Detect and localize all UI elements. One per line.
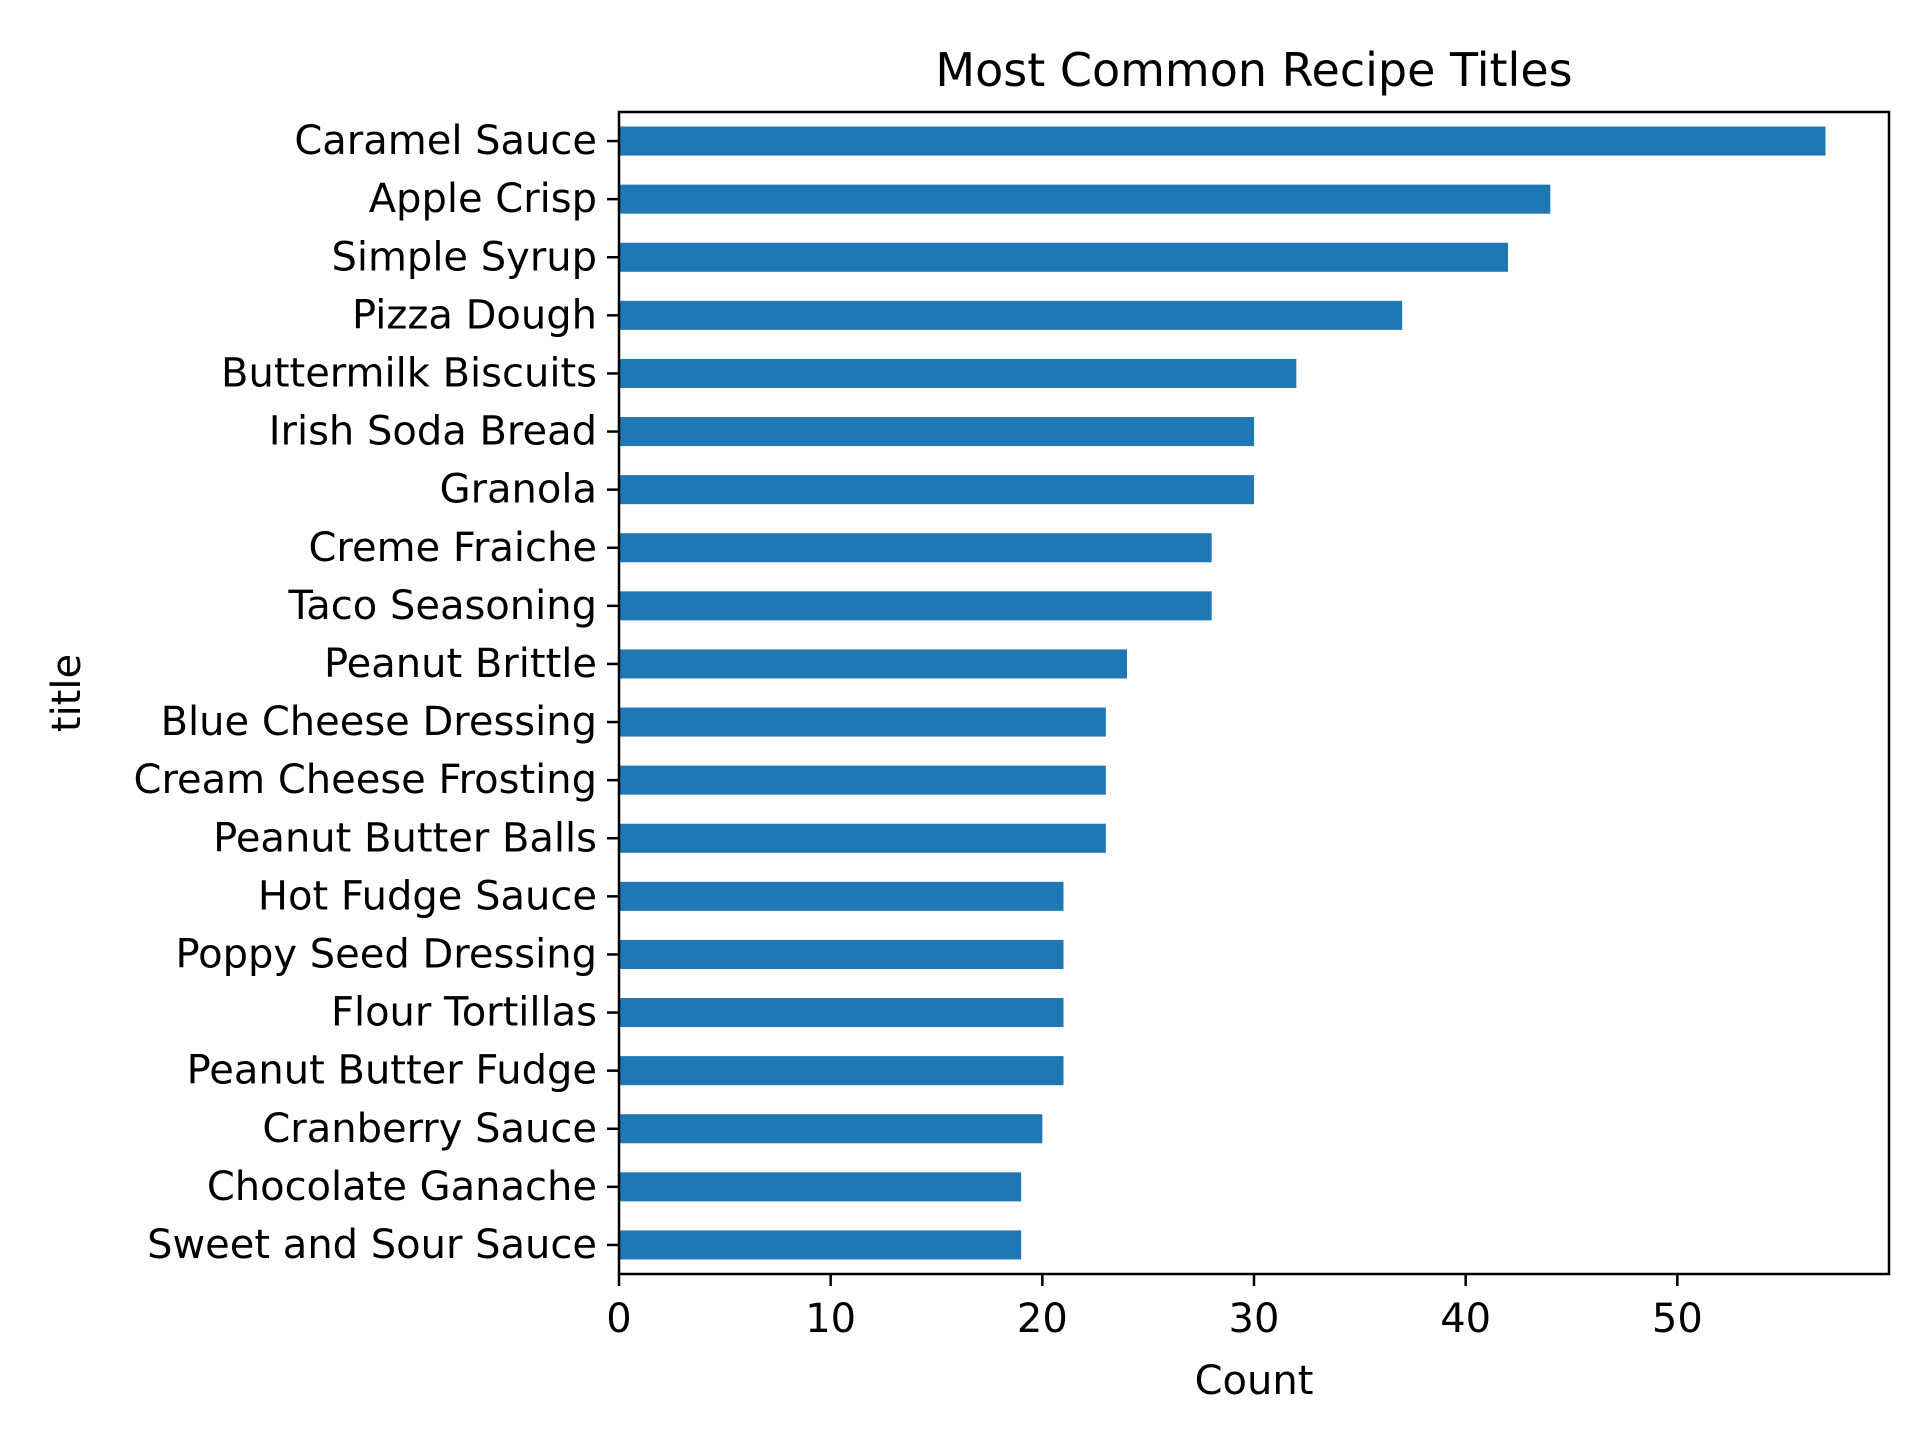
bars-group	[619, 126, 1826, 1260]
y-tick-label-1: Apple Crisp	[369, 176, 597, 222]
bar-16	[619, 1056, 1064, 1086]
y-tick-label-3: Pizza Dough	[352, 292, 597, 338]
y-ticks-group: Caramel Sauce Apple Crisp Simple Syrup Pizz…	[134, 118, 619, 1268]
bar-8	[619, 591, 1212, 621]
x-tick-label-5: 50	[1652, 1296, 1703, 1342]
bar-9	[619, 649, 1127, 679]
y-tick-label-10: Blue Cheese Dressing	[161, 699, 597, 745]
bar-18	[619, 1172, 1022, 1202]
y-tick-label-6: Granola	[440, 467, 597, 513]
bar-4	[619, 358, 1297, 388]
y-axis-label: title	[44, 654, 90, 732]
x-tick-label-2: 20	[1017, 1296, 1068, 1342]
x-axis-label: Count	[1195, 1358, 1314, 1404]
x-tick-label-0: 0	[606, 1296, 631, 1342]
bar-12	[619, 823, 1106, 853]
y-tick-label-11: Cream Cheese Frosting	[134, 757, 597, 803]
bar-5	[619, 417, 1254, 447]
y-tick-label-8: Taco Seasoning	[287, 583, 597, 629]
x-tick-label-3: 30	[1229, 1296, 1280, 1342]
y-tick-label-16: Peanut Butter Fudge	[187, 1048, 597, 1094]
y-tick-label-4: Buttermilk Biscuits	[221, 350, 597, 396]
y-tick-label-14: Poppy Seed Dressing	[175, 931, 597, 977]
x-tick-label-4: 40	[1440, 1296, 1491, 1342]
y-tick-label-15: Flour Tortillas	[331, 990, 597, 1036]
bar-10	[619, 707, 1106, 737]
y-tick-label-2: Simple Syrup	[331, 234, 597, 280]
bar-1	[619, 184, 1551, 214]
y-tick-label-17: Cranberry Sauce	[262, 1106, 597, 1152]
chart-title: Most Common Recipe Titles	[935, 43, 1572, 97]
bar-2	[619, 242, 1508, 272]
y-tick-label-5: Irish Soda Bread	[269, 409, 597, 455]
bar-0	[619, 126, 1826, 156]
bar-17	[619, 1114, 1043, 1144]
bar-19	[619, 1230, 1022, 1260]
bar-13	[619, 881, 1064, 911]
y-tick-label-7: Creme Fraiche	[308, 525, 597, 571]
y-tick-label-0: Caramel Sauce	[294, 118, 597, 164]
x-tick-label-1: 10	[805, 1296, 856, 1342]
x-ticks-group: 0 10 20 30 40 50	[606, 1274, 1703, 1342]
y-tick-label-13: Hot Fudge Sauce	[258, 873, 597, 919]
bar-15	[619, 998, 1064, 1028]
y-tick-label-12: Peanut Butter Balls	[213, 815, 597, 861]
bar-11	[619, 765, 1106, 795]
y-tick-label-18: Chocolate Ganache	[207, 1164, 597, 1210]
bar-3	[619, 300, 1403, 330]
y-tick-label-9: Peanut Brittle	[324, 641, 597, 687]
bar-14	[619, 939, 1064, 969]
plot-frame	[617, 110, 1891, 1276]
bar-6	[619, 475, 1254, 505]
y-tick-label-19: Sweet and Sour Sauce	[147, 1222, 597, 1268]
bar-7	[619, 533, 1212, 563]
